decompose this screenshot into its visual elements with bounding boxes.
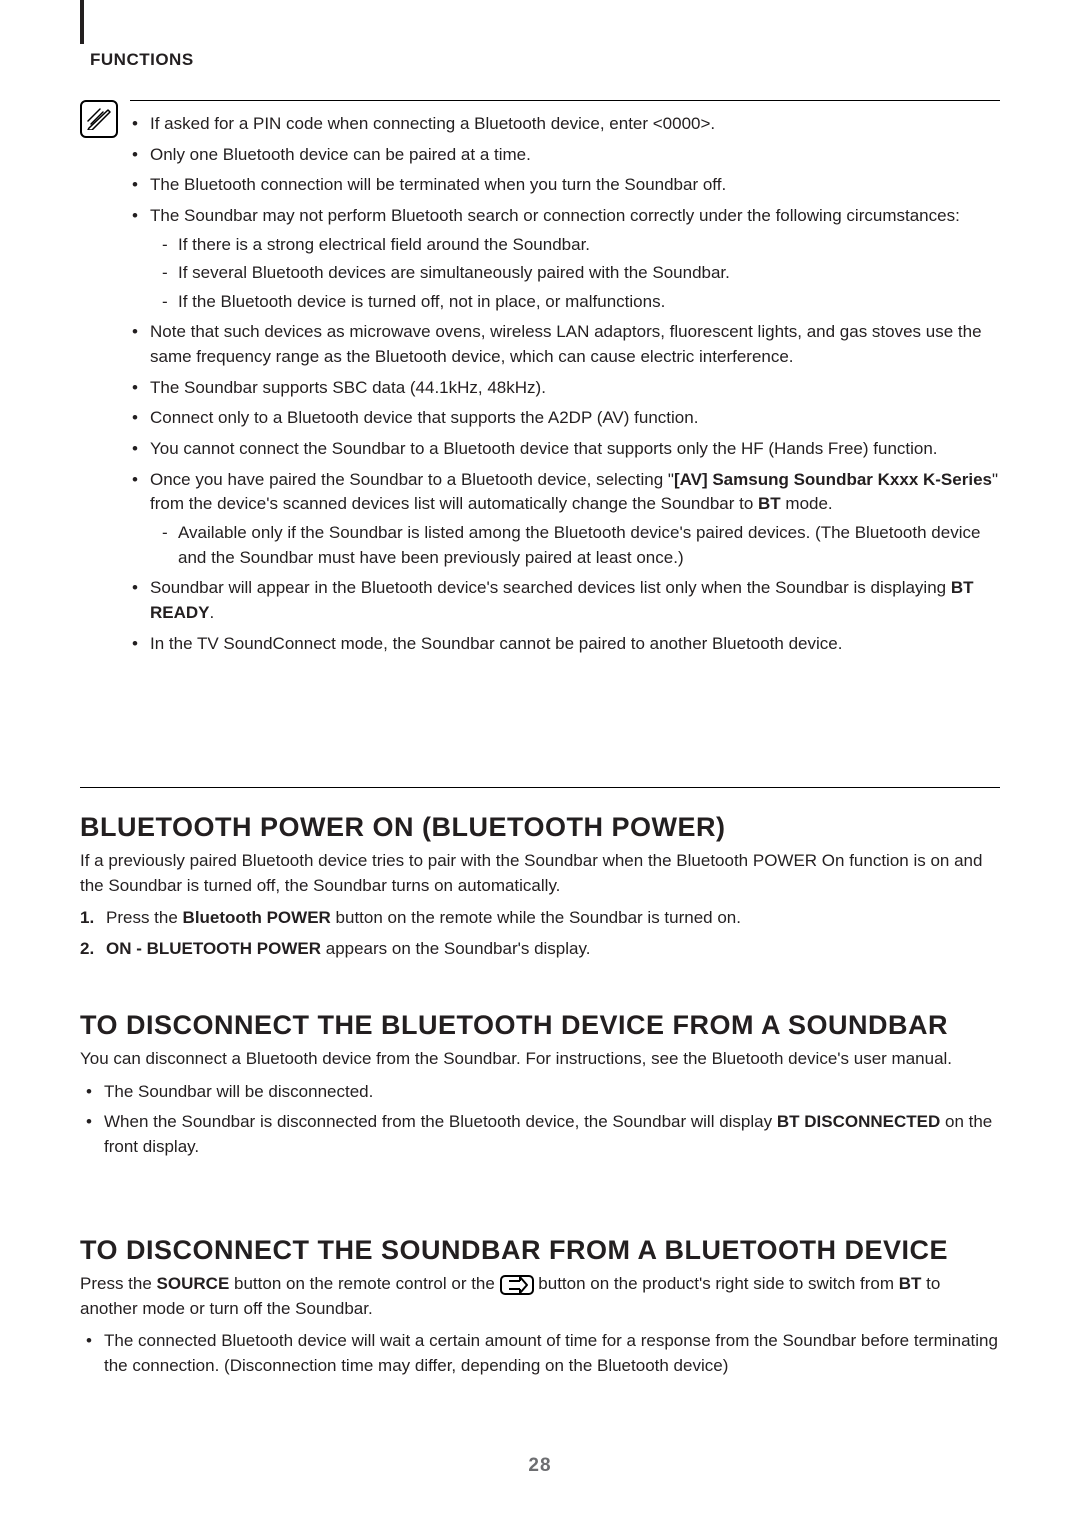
bullet-item: The Soundbar will be disconnected. <box>80 1080 1000 1105</box>
section-disconnect-soundbar: TO DISCONNECT THE SOUNDBAR FROM A BLUETO… <box>80 1235 1000 1385</box>
bullet-text: When the Soundbar is disconnected from t… <box>104 1112 777 1131</box>
text-bold: BT <box>899 1274 922 1293</box>
note-text-bold: BT <box>758 494 781 513</box>
step-item: ON - BLUETOOTH POWER appears on the Soun… <box>80 937 1000 962</box>
note-item: You cannot connect the Soundbar to a Blu… <box>132 437 1000 462</box>
bullet-item: The connected Bluetooth device will wait… <box>80 1329 1000 1378</box>
note-text: mode. <box>781 494 833 513</box>
text: Press the <box>80 1274 157 1293</box>
note-item: If asked for a PIN code when connecting … <box>132 112 1000 137</box>
step-item: Press the Bluetooth POWER button on the … <box>80 906 1000 931</box>
note-subitem: If there is a strong electrical field ar… <box>150 233 1000 258</box>
note-text-bold: [AV] Samsung Soundbar Kxxx K-Series <box>674 470 992 489</box>
note-item: Note that such devices as microwave oven… <box>132 320 1000 369</box>
manual-page: FUNCTIONS If asked for a PIN code when c… <box>0 0 1080 1532</box>
note-subitem: Available only if the Soundbar is listed… <box>150 521 1000 570</box>
divider-bottom <box>80 787 1000 788</box>
section-intro: You can disconnect a Bluetooth device fr… <box>80 1047 1000 1072</box>
section-intro: If a previously paired Bluetooth device … <box>80 849 1000 898</box>
note-pencil-icon <box>80 100 118 138</box>
section-heading: TO DISCONNECT THE BLUETOOTH DEVICE FROM … <box>80 1010 1000 1041</box>
step-text: button on the remote while the Soundbar … <box>331 908 741 927</box>
section-heading: TO DISCONNECT THE SOUNDBAR FROM A BLUETO… <box>80 1235 1000 1266</box>
section-heading: BLUETOOTH POWER ON (BLUETOOTH POWER) <box>80 812 1000 843</box>
page-number: 28 <box>0 1455 1080 1477</box>
note-item: The Bluetooth connection will be termina… <box>132 173 1000 198</box>
step-text-bold: Bluetooth POWER <box>183 908 331 927</box>
divider-top <box>130 100 1000 101</box>
section-intro: Press the SOURCE button on the remote co… <box>80 1272 1000 1321</box>
step-text-bold: ON - BLUETOOTH POWER <box>106 939 321 958</box>
section-bt-power: BLUETOOTH POWER ON (BLUETOOTH POWER) If … <box>80 812 1000 968</box>
note-item: Connect only to a Bluetooth device that … <box>132 406 1000 431</box>
note-item: The Soundbar may not perform Bluetooth s… <box>132 204 1000 315</box>
bullet-item: When the Soundbar is disconnected from t… <box>80 1110 1000 1159</box>
note-text: . <box>210 603 215 622</box>
section-header: FUNCTIONS <box>90 50 194 70</box>
step-text: Press the <box>106 908 183 927</box>
bullet-text-bold: BT DISCONNECTED <box>777 1112 940 1131</box>
text: button on the product's right side to sw… <box>534 1274 899 1293</box>
note-item: In the TV SoundConnect mode, the Soundba… <box>132 632 1000 657</box>
section-disconnect-device: TO DISCONNECT THE BLUETOOTH DEVICE FROM … <box>80 1010 1000 1166</box>
note-item: Once you have paired the Soundbar to a B… <box>132 468 1000 571</box>
note-subitem: If several Bluetooth devices are simulta… <box>150 261 1000 286</box>
note-item: Only one Bluetooth device can be paired … <box>132 143 1000 168</box>
note-text: Once you have paired the Soundbar to a B… <box>150 470 674 489</box>
note-item: The Soundbar supports SBC data (44.1kHz,… <box>132 376 1000 401</box>
text-bold: SOURCE <box>157 1274 230 1293</box>
note-item: Soundbar will appear in the Bluetooth de… <box>132 576 1000 625</box>
note-text: The Soundbar may not perform Bluetooth s… <box>150 206 960 225</box>
note-subitem: If the Bluetooth device is turned off, n… <box>150 290 1000 315</box>
header-tab-marker <box>80 0 84 44</box>
step-text: appears on the Soundbar's display. <box>321 939 590 958</box>
text: button on the remote control or the <box>229 1274 499 1293</box>
note-text: Soundbar will appear in the Bluetooth de… <box>150 578 951 597</box>
source-button-icon <box>500 1275 534 1295</box>
notes-block: If asked for a PIN code when connecting … <box>132 112 1000 662</box>
